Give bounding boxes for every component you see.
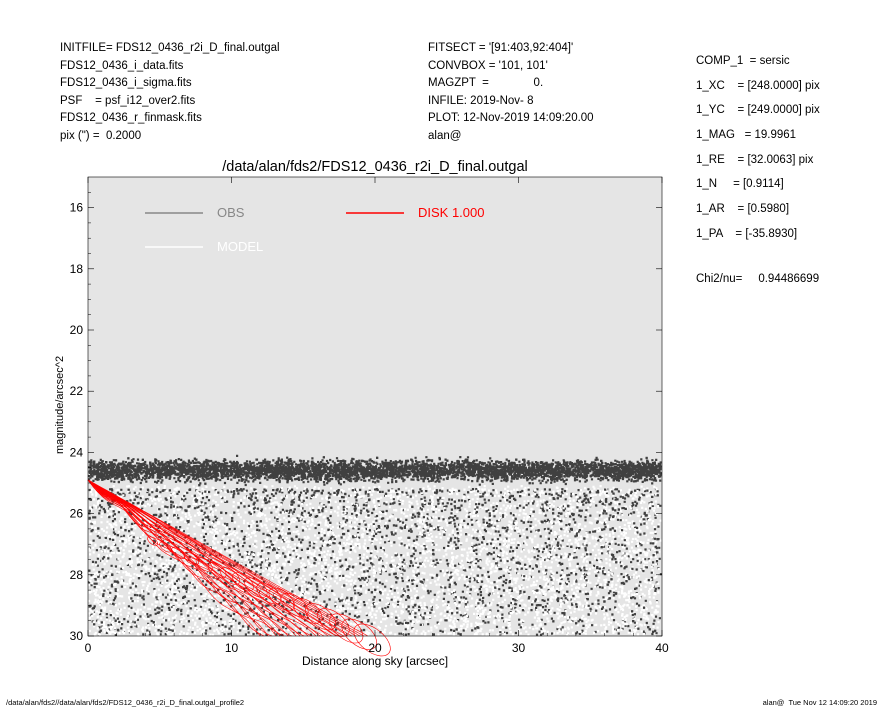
- fit-parameters: COMP_1 = sersic 1_XC = [248.0000] pix 1_YC…: [696, 49, 820, 247]
- disk-line: [87, 479, 309, 637]
- x-tick-label: 40: [655, 641, 669, 655]
- header-line: FDS12_0436_i_sigma.fits: [60, 77, 192, 89]
- disk-line: [220, 567, 241, 585]
- disk-line: [353, 623, 391, 657]
- disk-line: [232, 572, 254, 592]
- disk-line: [292, 598, 323, 624]
- disk-line: [87, 479, 261, 637]
- parameter-line: 1_MAG = 19.9961: [696, 129, 797, 142]
- disk-line: [87, 479, 265, 637]
- data-marks: [87, 454, 662, 657]
- disk-line: [195, 556, 213, 572]
- y-axis-label: magnitude/arcsec^2: [54, 356, 66, 454]
- chi2-value: Chi2/nu= 0.94486699: [696, 273, 820, 285]
- header-line: pix (") = 0.2000: [60, 129, 142, 142]
- disk-line: [244, 577, 268, 598]
- header-middle-info: FITSECT = '[91:403,92:404]' CONVBOX = '10…: [428, 40, 594, 145]
- y-tick-label: 26: [70, 507, 84, 521]
- disk-line: [87, 479, 368, 637]
- x-tick-label: 10: [225, 641, 239, 655]
- disk-line: [87, 479, 345, 637]
- disk-line: [305, 603, 336, 631]
- disk-line: [183, 551, 199, 566]
- disk-line: [147, 536, 158, 546]
- disk-lines: [87, 479, 391, 657]
- model-legend-label: MODEL: [217, 239, 263, 254]
- disk-line: [341, 618, 377, 650]
- y-tick-label: 18: [70, 262, 84, 276]
- obs-legend-label: OBS: [217, 205, 245, 220]
- x-tick-label: 20: [368, 641, 382, 655]
- y-tick-label: 30: [70, 629, 84, 643]
- footer-file-path: /data/alan/fds2//data/alan/fds2/FDS12_04…: [6, 698, 245, 707]
- chart-title: /data/alan/fds2/FDS12_0436_r2i_D_final.o…: [222, 159, 528, 175]
- obs-points: [87, 456, 662, 636]
- y-tick-label: 16: [70, 201, 84, 215]
- disk-legend-label: DISK 1.000: [418, 205, 485, 220]
- y-tick-label: 28: [70, 568, 84, 582]
- parameter-line: 1_XC = [248.0000] pix: [696, 79, 820, 92]
- y-tick-label: 22: [70, 384, 84, 398]
- disk-line: [256, 582, 282, 605]
- disk-line: [87, 479, 361, 637]
- disk-line: [87, 479, 301, 637]
- header-line: INITFILE= FDS12_0436_r2i_D_final.outgal: [60, 42, 280, 54]
- parameter-line: 1_YC = [249.0000] pix: [696, 104, 820, 117]
- disk-line: [87, 479, 341, 637]
- header-line: PLOT: 12-Nov-2019 14:09:20.00: [428, 112, 594, 124]
- y-tick-label: 20: [70, 323, 84, 337]
- x-tick-label: 0: [85, 641, 92, 655]
- disk-line: [317, 608, 350, 637]
- header-line: FDS12_0436_r_finmask.fits: [60, 112, 202, 124]
- parameter-line: 1_PA = [-35.8930]: [696, 227, 798, 240]
- x-tick-label: 30: [512, 641, 526, 655]
- model-points: [87, 485, 662, 637]
- obs-points: [87, 454, 662, 636]
- disk-line: [87, 479, 321, 637]
- header-left-info: INITFILE= FDS12_0436_r2i_D_final.outgal F…: [60, 40, 280, 145]
- footer-timestamp: alan@ Tue Nov 12 14:09:20 2019: [762, 698, 877, 707]
- header-line: INFILE: 2019-Nov- 8: [428, 94, 534, 107]
- header-line: PSF = psf_i12_over2.fits: [60, 94, 196, 107]
- disk-line: [207, 562, 227, 579]
- x-axis-label: Distance along sky [arcsec]: [302, 654, 448, 668]
- plot-area: [88, 177, 662, 636]
- header-line: alan@: [428, 129, 462, 142]
- header-line: CONVBOX = '101, 101': [428, 59, 548, 72]
- parameter-line: 1_N = [0.9114]: [696, 178, 784, 191]
- axis-ticks: 0 10 20 30 40 16 18 20 22 24 26 28 30: [70, 177, 669, 655]
- legend: OBS MODEL DISK 1.000: [145, 205, 485, 254]
- header-line: MAGZPT = 0.: [428, 77, 544, 89]
- parameter-line: 1_RE = [32.0063] pix: [696, 153, 814, 166]
- disk-line: [159, 541, 172, 553]
- header-line: FDS12_0436_i_data.fits: [60, 59, 184, 72]
- disk-line: [329, 613, 364, 644]
- header-line: FITSECT = '[91:403,92:404]': [428, 42, 574, 54]
- parameter-line: COMP_1 = sersic: [696, 55, 790, 67]
- y-tick-label: 24: [70, 445, 84, 459]
- parameter-line: 1_AR = [0.5980]: [696, 203, 790, 216]
- disk-line: [87, 479, 277, 637]
- disk-line: [87, 479, 349, 637]
